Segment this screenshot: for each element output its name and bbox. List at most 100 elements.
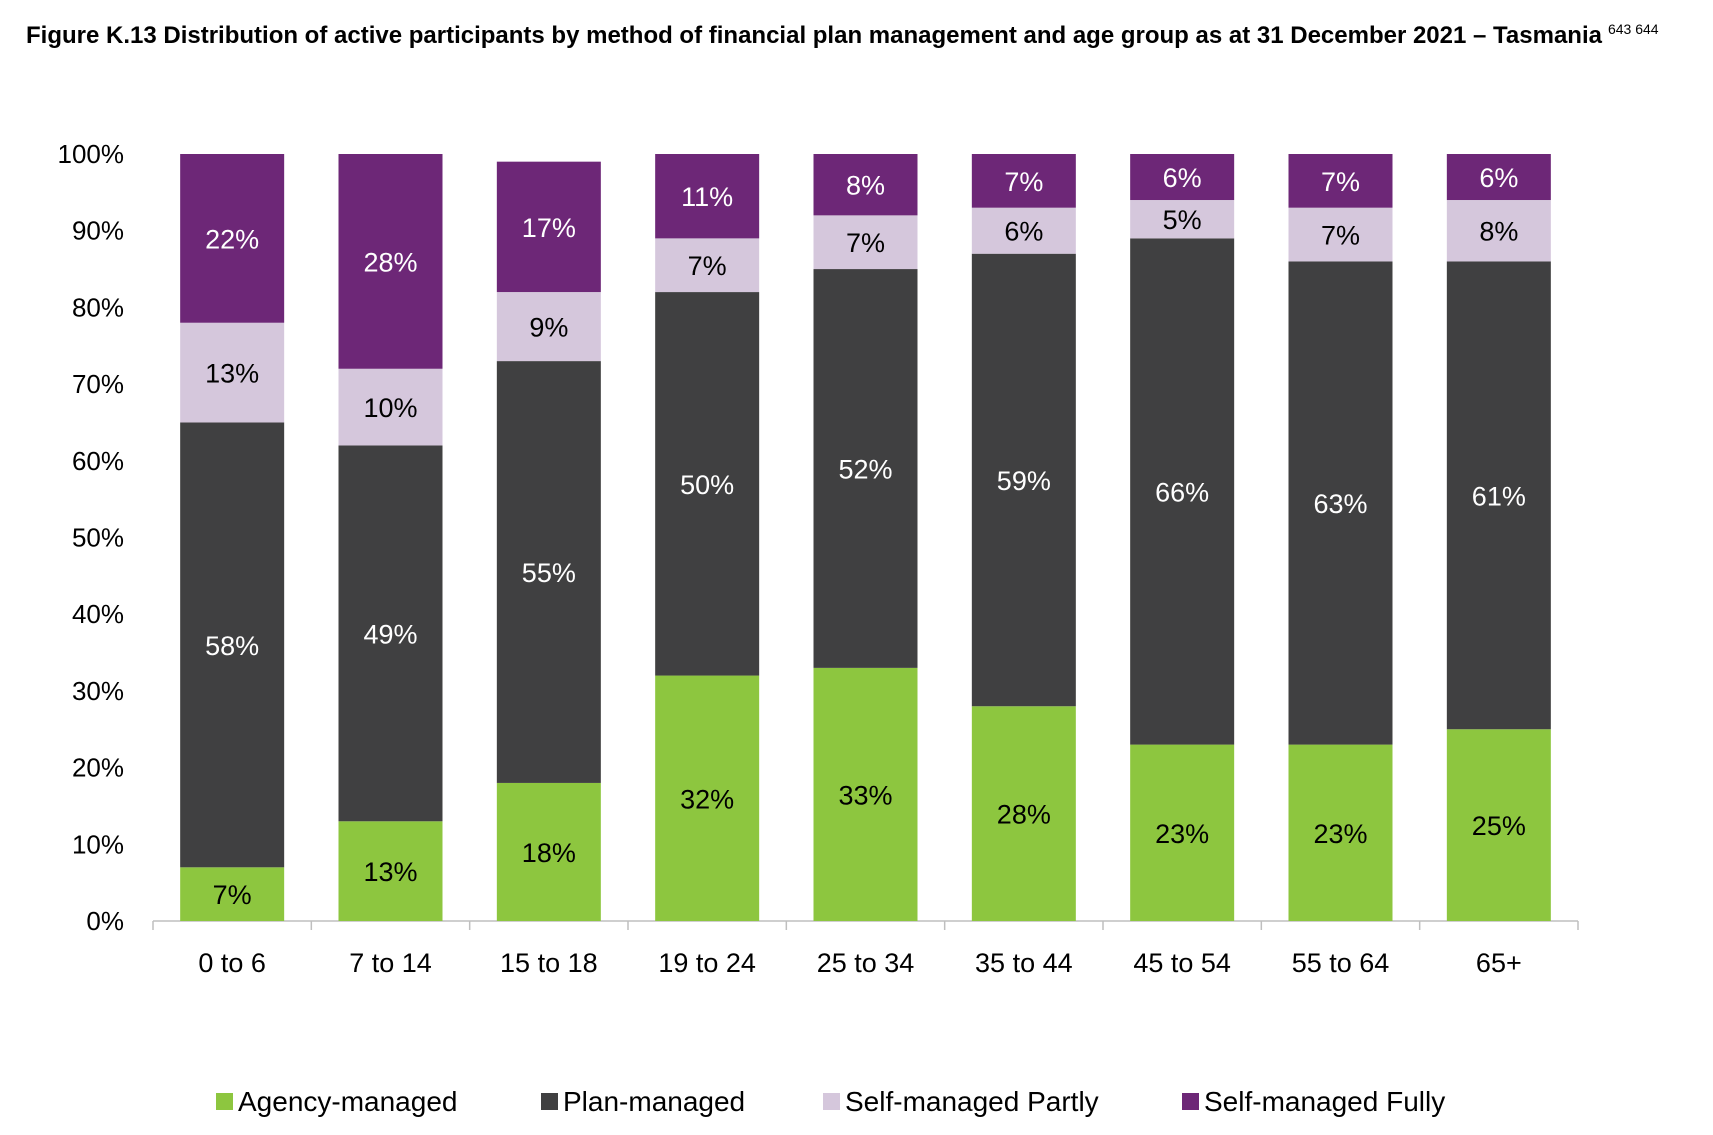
data-label: 66% — [1155, 477, 1209, 507]
data-label: 6% — [1004, 217, 1043, 247]
bar-segment — [1130, 238, 1235, 745]
x-tick-label: 0 to 6 — [198, 948, 266, 978]
bar-segment — [1446, 729, 1551, 921]
bar-segment — [1288, 744, 1393, 921]
legend-swatch — [1182, 1093, 1199, 1110]
bar-segment — [1288, 207, 1393, 262]
data-label: 33% — [838, 780, 892, 810]
bar-segment — [655, 675, 760, 921]
bar-segment — [1130, 200, 1235, 239]
bar-segment — [655, 154, 760, 239]
data-label: 7% — [1321, 167, 1360, 197]
x-tick-label: 25 to 34 — [817, 948, 915, 978]
chart-title-text: Figure K.13 Distribution of active parti… — [26, 22, 1602, 49]
bar-segment — [496, 161, 601, 293]
legend-swatch — [823, 1093, 840, 1110]
x-tick-label: 7 to 14 — [349, 948, 432, 978]
bar-segment — [1446, 261, 1551, 730]
data-label: 8% — [846, 171, 885, 201]
y-tick-label: 50% — [72, 523, 124, 553]
bar-segment — [813, 154, 918, 216]
chart-title-footnote: 643 644 — [1607, 21, 1659, 37]
legend-label: Self-managed Partly — [845, 1086, 1099, 1117]
data-label: 28% — [363, 247, 417, 277]
bar-segment — [180, 422, 285, 868]
bars: 7% 58% 13% 22% 13% 49% 10% 28% 18% 55% 9% 17% 32% 50%… — [180, 154, 1551, 921]
bar-segment — [338, 821, 443, 921]
data-label: 13% — [363, 857, 417, 887]
x-tick-label: 19 to 24 — [658, 948, 756, 978]
legend-label: Plan-managed — [563, 1086, 745, 1117]
data-label: 10% — [363, 393, 417, 423]
data-label: 49% — [363, 619, 417, 649]
y-axis: 0% 10% 20% 30% 40% 50% 60% 70% 80% 90% 100% — [58, 139, 125, 936]
data-label: 7% — [213, 880, 252, 910]
bar-segment — [813, 215, 918, 270]
bar-segment — [1288, 154, 1393, 208]
data-label: 5% — [1163, 205, 1202, 235]
x-axis: 0 to 6 7 to 14 15 to 18 19 to 24 25 to 34 35 … — [152, 920, 1579, 978]
bar-segment — [496, 292, 601, 362]
data-label: 28% — [997, 800, 1051, 830]
y-tick-label: 70% — [72, 369, 124, 399]
bar-segment — [813, 269, 918, 668]
data-label: 11% — [681, 182, 733, 212]
bar-segment — [971, 154, 1076, 208]
bar-segment — [180, 154, 285, 323]
x-tick-label: 65+ — [1476, 948, 1522, 978]
y-tick-label: 30% — [72, 676, 124, 706]
x-tick-label: 45 to 54 — [1133, 948, 1231, 978]
bar-segment — [1130, 154, 1235, 201]
data-label: 32% — [680, 784, 734, 814]
bar-segment — [971, 253, 1076, 707]
y-tick-label: 80% — [72, 292, 124, 322]
legend: Agency-managed Plan-managed Self-managed P… — [216, 1086, 1445, 1117]
y-tick-label: 10% — [72, 829, 124, 859]
data-label: 22% — [205, 224, 259, 254]
bar-segment — [1130, 744, 1235, 921]
y-tick-label: 90% — [72, 216, 124, 246]
data-label: 58% — [205, 631, 259, 661]
bar-segment — [971, 207, 1076, 254]
data-label: 50% — [680, 470, 734, 500]
data-label: 18% — [522, 838, 576, 868]
bar-segment — [180, 867, 285, 921]
x-tick-label: 15 to 18 — [500, 948, 598, 978]
bar-segment — [655, 292, 760, 676]
data-label: 8% — [1479, 217, 1518, 247]
bar-segment — [338, 154, 443, 369]
data-label: 63% — [1313, 489, 1367, 519]
data-label: 59% — [997, 466, 1051, 496]
y-tick-label: 60% — [72, 446, 124, 476]
data-label: 7% — [688, 251, 727, 281]
bar-segment — [1288, 261, 1393, 745]
bar-segment — [1446, 200, 1551, 262]
x-tick-label: 35 to 44 — [975, 948, 1073, 978]
data-label: 23% — [1313, 819, 1367, 849]
data-label: 52% — [838, 454, 892, 484]
data-label: 6% — [1479, 163, 1518, 193]
bar-segment — [1446, 154, 1551, 201]
bar-segment — [338, 368, 443, 446]
data-label: 7% — [1004, 167, 1043, 197]
bar-segment — [180, 322, 285, 423]
data-label: 17% — [522, 213, 576, 243]
legend-label: Self-managed Fully — [1204, 1086, 1445, 1117]
y-tick-label: 100% — [58, 139, 125, 169]
y-tick-label: 40% — [72, 599, 124, 629]
legend-label: Agency-managed — [238, 1086, 457, 1117]
data-label: 25% — [1472, 811, 1526, 841]
data-label: 55% — [522, 558, 576, 588]
data-label: 61% — [1472, 481, 1526, 511]
bar-segment — [496, 361, 601, 783]
legend-swatch — [216, 1093, 233, 1110]
data-label: 23% — [1155, 819, 1209, 849]
data-label: 13% — [205, 359, 259, 389]
data-label: 9% — [529, 313, 568, 343]
y-tick-label: 0% — [86, 906, 124, 936]
y-tick-label: 20% — [72, 753, 124, 783]
legend-swatch — [541, 1093, 558, 1110]
bar-segment — [496, 782, 601, 921]
chart-title: Figure K.13 Distribution of active parti… — [26, 18, 1696, 53]
